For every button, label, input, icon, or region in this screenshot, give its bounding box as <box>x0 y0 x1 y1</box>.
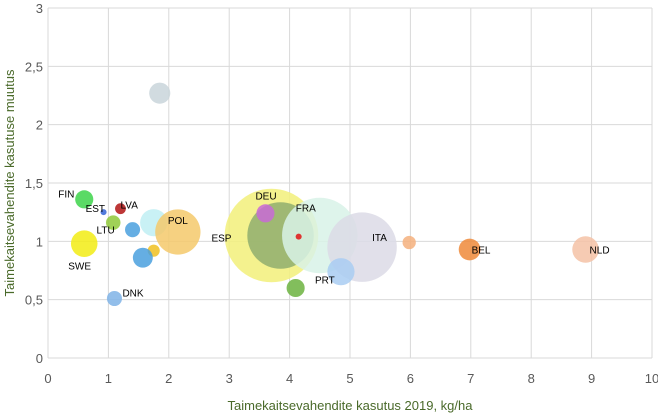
y-axis-title: Taimekaitsevahendite kasutuse muutus <box>2 69 17 296</box>
x-tick-label: 5 <box>346 371 353 386</box>
point-label-fin: FIN <box>58 189 74 200</box>
bubble-pol <box>155 209 201 255</box>
point-labels: FIN EST LVA LTU POL SWE DNK ESP DEU FRA ITA PRT BEL N… <box>58 189 609 299</box>
bubble-nld <box>572 236 599 263</box>
x-axis-title: Taimekaitsevahendite kasutus 2019, kg/ha <box>228 398 474 413</box>
bubbles <box>70 82 599 307</box>
bubble-bel <box>458 238 481 261</box>
bubble-ltu <box>125 222 141 238</box>
y-tick-label: 1 <box>36 234 43 249</box>
point-label-deu: DEU <box>255 191 276 202</box>
point-label-lva: LVA <box>120 201 138 212</box>
bubble-prt <box>327 258 355 286</box>
x-tick-label: 2 <box>165 371 172 386</box>
x-tick-label: 3 <box>226 371 233 386</box>
point-label-pol: POL <box>168 216 188 227</box>
x-tick-label: 8 <box>528 371 535 386</box>
bubble-est <box>100 209 107 216</box>
point-label-dnk: DNK <box>122 289 143 300</box>
bubble-dnk <box>106 290 122 307</box>
grid-lines <box>47 7 653 359</box>
bubble-lva <box>115 203 126 215</box>
y-tick-label: 1,5 <box>25 176 43 191</box>
point-label-esp: ESP <box>211 234 231 245</box>
x-tick-label: 0 <box>44 371 51 386</box>
y-tick-label: 2,5 <box>25 59 43 74</box>
x-tick-label: 9 <box>588 371 595 386</box>
x-tick-label: 4 <box>286 371 293 386</box>
point-label-bel: BEL <box>472 246 491 257</box>
point-label-ltu: LTU <box>97 226 115 237</box>
bubble <box>286 278 305 298</box>
x-tick-label: 10 <box>645 371 658 386</box>
y-tick-label: 0 <box>36 351 43 366</box>
point-label-prt: PRT <box>315 276 335 287</box>
bubble-fin <box>75 190 94 209</box>
point-label-fra: FRA <box>296 204 316 215</box>
y-tick-label: 3 <box>36 1 43 16</box>
point-label-swe: SWE <box>68 262 91 273</box>
point-label-nld: NLD <box>590 246 610 257</box>
bubble <box>402 235 416 250</box>
bubble <box>149 82 171 104</box>
bubble <box>105 215 121 230</box>
x-tick-label: 1 <box>105 371 112 386</box>
y-tick-label: 2 <box>36 118 43 133</box>
bubble <box>295 233 302 240</box>
bubble-swe <box>70 230 98 257</box>
point-label-est: EST <box>86 204 105 215</box>
x-tick-label: 6 <box>407 371 414 386</box>
x-tick-label: 7 <box>467 371 474 386</box>
point-label-ita: ITA <box>372 233 387 244</box>
axes: 0 1 2 3 4 5 6 7 8 9 10 0 0,5 1 1,5 2 2,5 3 <box>25 1 658 386</box>
bubble <box>132 247 153 268</box>
y-tick-label: 0,5 <box>25 293 43 308</box>
bubble-deu <box>256 204 275 223</box>
